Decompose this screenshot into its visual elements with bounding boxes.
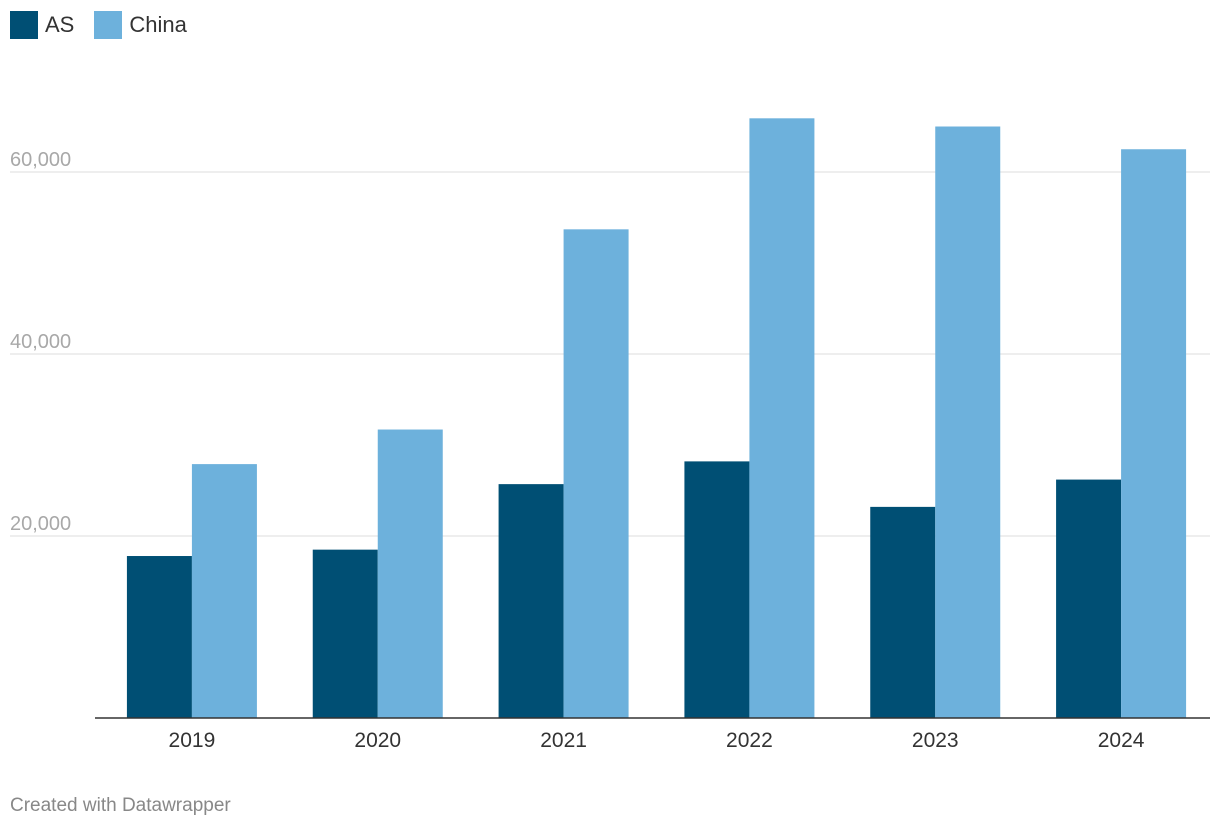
- y-axis-labels: 20,000 40,000 60,000: [10, 149, 71, 535]
- bar-china-2021: [563, 229, 629, 718]
- legend-item-as: AS: [10, 11, 74, 39]
- y-tick-label: 20,000: [10, 513, 71, 535]
- x-tick-label-2024: 2024: [1098, 729, 1145, 752]
- bar-as-2019: [126, 556, 192, 718]
- bars: [126, 118, 1187, 718]
- bar-china-2023: [935, 126, 1001, 718]
- bar-china-2020: [377, 429, 443, 718]
- bar-as-2020: [312, 549, 378, 718]
- x-tick-label-2021: 2021: [540, 729, 587, 752]
- bar-as-2023: [870, 506, 936, 718]
- bar-as-2022: [684, 461, 750, 718]
- bar-as-2024: [1056, 479, 1122, 718]
- y-tick-label: 60,000: [10, 149, 71, 171]
- bar-china-2024: [1121, 149, 1187, 718]
- legend-swatch-as: [10, 11, 38, 39]
- x-tick-label-2022: 2022: [726, 729, 773, 752]
- legend-label-as: AS: [45, 12, 75, 37]
- x-tick-label-2020: 2020: [354, 729, 401, 752]
- x-axis-labels: 2019 2020 2021 2022 2023 2024: [169, 729, 1145, 752]
- x-tick-label-2019: 2019: [169, 729, 216, 752]
- legend-label-china: China: [129, 12, 187, 37]
- y-tick-label: 40,000: [10, 331, 71, 353]
- legend-swatch-china: [94, 11, 123, 39]
- credit-footer: Created with Datawrapper: [10, 795, 231, 816]
- bar-as-2021: [498, 484, 564, 718]
- x-tick-label-2023: 2023: [912, 729, 959, 752]
- bar-china-2022: [749, 118, 815, 718]
- legend: AS China: [10, 10, 207, 40]
- bar-china-2019: [191, 464, 257, 718]
- legend-item-china: China: [94, 11, 187, 39]
